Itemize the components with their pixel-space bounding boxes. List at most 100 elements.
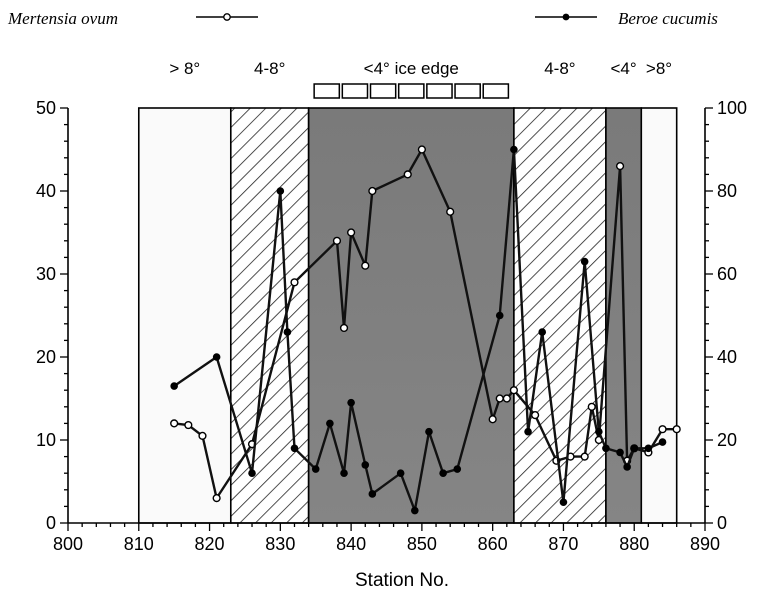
point-mertensia <box>658 425 667 434</box>
point-beroe <box>453 465 462 473</box>
zone-label-5: >8° <box>646 59 672 78</box>
point-mertensia <box>502 394 511 403</box>
point-mertensia <box>615 162 625 171</box>
point-beroe <box>311 465 320 473</box>
point-beroe <box>595 427 603 436</box>
point-beroe <box>580 257 589 266</box>
y-right-tick-label: 20 <box>717 430 737 450</box>
point-beroe <box>495 311 504 320</box>
point-beroe <box>340 469 348 478</box>
y-right-tick-label: 60 <box>717 264 737 284</box>
x-tick-label: 880 <box>619 534 649 554</box>
point-mertensia <box>672 425 681 434</box>
point-beroe <box>283 328 292 336</box>
ice-box-6 <box>482 83 510 99</box>
point-beroe <box>538 328 547 336</box>
point-mertensia <box>368 186 377 196</box>
point-beroe <box>439 469 447 478</box>
point-beroe <box>248 469 256 478</box>
zone-3-hatch <box>513 107 607 524</box>
series-lines <box>170 145 681 515</box>
point-mertensia <box>184 420 193 430</box>
point-beroe <box>658 438 667 446</box>
point-mertensia <box>212 494 221 503</box>
y-left-tick-label: 30 <box>36 264 56 284</box>
y-left-tick-label: 0 <box>46 513 56 533</box>
point-beroe <box>623 463 631 471</box>
zone-0-plain <box>137 107 232 524</box>
x-axis-label: Station No. <box>355 570 449 591</box>
point-mertensia <box>403 170 412 179</box>
x-tick-label: 810 <box>124 534 154 554</box>
x-tick-label: 800 <box>53 534 83 554</box>
zone-5-plain <box>640 107 678 524</box>
temperature-zones: > 8° 4-8° <4° ice edge 4-8° <4° >8° <box>137 59 678 524</box>
zone-1-hatch <box>229 107 310 524</box>
y-right-tick-label: 40 <box>717 347 737 367</box>
point-beroe <box>396 469 405 478</box>
point-beroe <box>411 506 419 515</box>
point-beroe <box>361 461 370 469</box>
point-beroe <box>425 427 433 436</box>
x-tick-label: 820 <box>195 534 225 554</box>
point-mertensia <box>290 278 299 287</box>
point-mertensia <box>347 228 356 237</box>
point-beroe <box>630 444 639 453</box>
zone-label-3: 4-8° <box>544 59 575 78</box>
ice-box-0 <box>313 83 341 99</box>
legend-marker-beroe <box>562 13 570 21</box>
point-mertensia <box>531 411 540 420</box>
zone-label-0: > 8° <box>169 59 200 78</box>
point-beroe <box>326 419 334 428</box>
y-right-tick-label: 100 <box>717 98 747 118</box>
ice-box-4 <box>426 83 453 99</box>
y-left-tick-label: 10 <box>36 430 56 450</box>
zone-label-4: <4° <box>611 59 637 78</box>
ice-box-2 <box>369 83 397 99</box>
point-mertensia <box>417 145 426 154</box>
ice-box-1 <box>341 83 369 99</box>
ice-box-3 <box>397 83 425 99</box>
point-beroe <box>212 353 221 361</box>
legend-label-beroe: Beroe cucumis <box>618 9 718 28</box>
point-mertensia <box>198 431 207 440</box>
x-tick-label: 840 <box>336 534 366 554</box>
point-mertensia <box>446 207 455 216</box>
x-tick-label: 870 <box>548 534 578 554</box>
point-beroe <box>347 398 355 407</box>
x-tick-label: 850 <box>407 534 437 554</box>
y-left-tick-label: 40 <box>36 181 56 201</box>
legend-marker-mertensia <box>223 13 231 21</box>
point-beroe <box>602 444 610 453</box>
y-right-tick-label: 0 <box>717 513 727 533</box>
axes: 800 810 820 830 840 850 860 870 880 8900102030405… <box>36 98 747 554</box>
point-mertensia <box>488 415 497 424</box>
point-beroe <box>524 427 532 436</box>
legend-label-mertensia: Mertensia ovum <box>7 9 118 28</box>
point-beroe <box>276 187 285 195</box>
point-mertensia <box>509 386 519 395</box>
point-beroe <box>616 448 624 457</box>
y-left-tick-label: 20 <box>36 347 56 367</box>
point-mertensia <box>587 402 596 411</box>
zone-label-1: 4-8° <box>254 59 285 78</box>
ice-box-5 <box>454 83 481 99</box>
point-mertensia <box>361 261 370 270</box>
legend: Mertensia ovum Beroe cucumis <box>7 9 718 28</box>
y-left-tick-label: 50 <box>36 98 56 118</box>
point-beroe <box>170 382 178 390</box>
point-beroe <box>644 444 653 453</box>
point-mertensia <box>580 452 589 461</box>
point-beroe <box>368 490 377 498</box>
x-tick-label: 830 <box>265 534 295 554</box>
point-mertensia <box>495 394 504 403</box>
point-mertensia <box>170 419 179 428</box>
x-tick-label: 890 <box>690 534 720 554</box>
point-mertensia <box>339 323 349 333</box>
point-beroe <box>559 498 568 507</box>
y-right-tick-label: 80 <box>717 181 737 201</box>
point-beroe <box>290 444 299 453</box>
point-beroe <box>510 145 518 154</box>
point-mertensia <box>332 236 342 245</box>
